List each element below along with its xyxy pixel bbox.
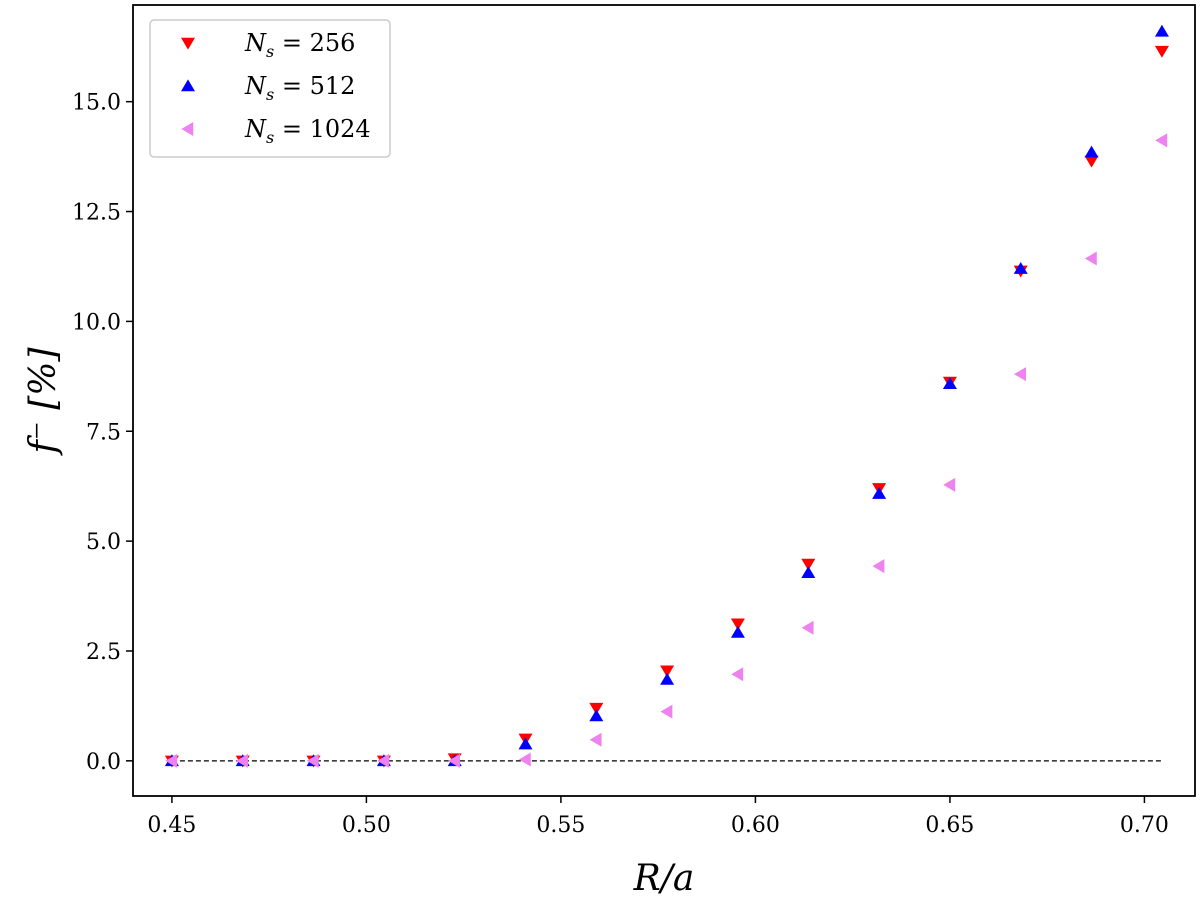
legend-marker [181, 79, 195, 92]
y-tick-label: 10.0 [72, 310, 121, 335]
data-point-triangle-left [1014, 367, 1026, 382]
data-point-triangle-up [518, 737, 533, 750]
data-point-triangle-up [1013, 262, 1028, 274]
series-3 [165, 133, 1168, 768]
legend-box [149, 19, 391, 158]
data-point-triangle-up [872, 487, 887, 499]
data-point-triangle-left [448, 753, 460, 768]
x-tick-label: 0.70 [1120, 813, 1169, 838]
data-point-triangle-left [660, 704, 673, 719]
data-point-triangle-down [1084, 155, 1099, 168]
y-axis-label: f⁻ [%] [23, 347, 64, 457]
data-point-triangle-left [801, 620, 814, 635]
data-point-triangle-down [801, 558, 816, 571]
data-point-triangle-down [660, 665, 675, 678]
data-point-triangle-down [1154, 45, 1169, 58]
data-point-triangle-left [377, 753, 390, 768]
y-tick-label: 2.5 [86, 640, 121, 665]
data-point-triangle-left [518, 752, 531, 767]
data-point-triangle-up [942, 377, 957, 390]
data-point-triangle-down [589, 702, 604, 715]
axes: 0.45 0.50 0.55 0.60 0.65 0.70 0.0 2.5 5.0 7.5 10.0… [23, 4, 1196, 899]
data-point-triangle-left [731, 667, 744, 682]
data-point-triangle-left [589, 732, 602, 747]
legend-marker [181, 122, 194, 136]
data-point-triangle-left [943, 477, 956, 492]
x-tick-label: 0.50 [342, 813, 391, 838]
data-point-triangle-left [236, 753, 248, 768]
x-tick-label: 0.55 [536, 813, 585, 838]
legend: Ns = 256 Ns = 512 Ns = 1024 [149, 19, 391, 158]
x-tick-label: 0.45 [147, 813, 196, 838]
y-tick-label: 0.0 [86, 750, 121, 775]
data-point-triangle-up [589, 709, 604, 722]
data-point-triangle-up [1084, 145, 1099, 158]
x-tick-label: 0.60 [731, 813, 780, 838]
axes-frame [132, 4, 1196, 797]
data-point-triangle-left [1084, 251, 1097, 266]
y-tick-label: 15.0 [72, 91, 121, 116]
data-point-triangle-left [872, 559, 885, 574]
legend-entry: Ns = 512 [244, 72, 355, 104]
data-point-triangle-left [1155, 133, 1168, 148]
x-axis-label: R/a [633, 858, 695, 899]
legend-entry: Ns = 256 [244, 29, 355, 61]
legend-entry: Ns = 1024 [244, 115, 371, 147]
data-point-triangle-down [730, 618, 745, 631]
x-tick-label: 0.65 [925, 813, 974, 838]
plot-area [164, 24, 1169, 768]
data-point-triangle-left [306, 753, 319, 768]
y-tick-label: 5.0 [86, 530, 121, 555]
legend-marker [181, 37, 195, 50]
data-point-triangle-up [1154, 24, 1169, 37]
y-tick-label: 7.5 [86, 420, 121, 445]
y-tick-label: 12.5 [72, 201, 121, 226]
data-point-triangle-up [660, 672, 675, 685]
data-point-triangle-up [801, 566, 816, 579]
data-point-triangle-up [730, 625, 745, 638]
data-point-triangle-left [165, 753, 178, 768]
